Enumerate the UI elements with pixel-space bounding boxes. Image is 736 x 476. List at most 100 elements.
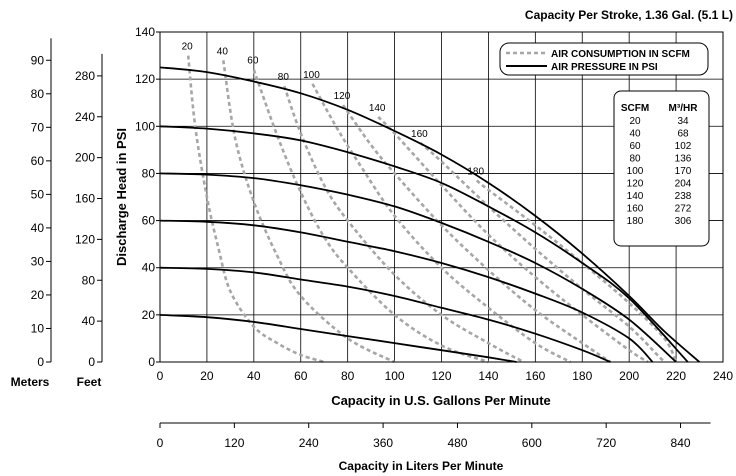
conversion-table-scfm-cell: 20	[629, 116, 641, 127]
secondary-x-tick-label: 840	[671, 436, 691, 450]
legend: AIR CONSUMPTION IN SCFM AIR PRESSURE IN …	[499, 42, 709, 76]
secondary-y-tick-label: 40	[31, 221, 45, 235]
air-consumption-label-140: 140	[369, 103, 386, 114]
air-consumption-curve-140	[377, 115, 649, 364]
conversion-table-scfm-cell: 120	[627, 179, 644, 190]
air-consumption-curve-120	[341, 104, 612, 364]
conversion-table-scfm-cell: 100	[627, 166, 644, 177]
conversion-table-header-scfm: SCFM	[621, 103, 649, 114]
secondary-y-tick-label: 40	[82, 314, 96, 328]
air-pressure-curve-40	[159, 266, 611, 363]
secondary-y-tick-label: 0	[88, 355, 95, 369]
secondary-x-tick-label: 720	[596, 436, 616, 450]
secondary-y-tick-label: 10	[31, 321, 45, 335]
air-consumption-curve-100	[311, 83, 572, 364]
air-consumption-label-120: 120	[334, 91, 351, 102]
air-consumption-label-160: 160	[411, 129, 428, 140]
conversion-table-scfm-cell: 140	[627, 191, 644, 202]
conversion-table-scfm-cell: 40	[629, 129, 641, 140]
secondary-y-tick-label: 120	[75, 232, 95, 246]
x-tick-label: 180	[572, 369, 592, 383]
secondary-y-tick-label: 240	[75, 110, 95, 124]
conversion-table-rows: 20 34 40 68 60 102 80 136 100 170 120 204 140 238 160 2…	[627, 116, 692, 227]
conversion-table-m3hr-cell: 306	[675, 216, 692, 227]
x-tick-label: 60	[294, 369, 308, 383]
secondary-x-tick-label: 600	[522, 436, 542, 450]
secondary-y-tick-label: 80	[31, 87, 45, 101]
air-pressure-curve-100	[159, 125, 689, 363]
secondary-x-tick-label: 480	[447, 436, 467, 450]
conversion-table-box	[613, 90, 710, 247]
x-tick-label: 0	[157, 369, 164, 383]
air-consumption-label-40: 40	[217, 46, 229, 57]
secondary-y-tick-label: 70	[31, 120, 45, 134]
air-consumption-label-80: 80	[278, 72, 290, 83]
x-axis-label: Capacity in U.S. Gallons Per Minute	[331, 393, 551, 408]
x-tick-label: 160	[525, 369, 545, 383]
air-consumption-curve-160	[419, 141, 666, 363]
y-tick-label: 140	[135, 25, 155, 39]
air-consumption-curve-20	[186, 55, 325, 364]
secondary-y-axis-label: Feet	[77, 375, 102, 389]
curve-labels: 20 40 60 80 100 120 140 160 180	[182, 42, 485, 178]
y-tick-label: 60	[142, 214, 156, 228]
plot-frame	[159, 31, 724, 363]
legend-label-air-consumption: AIR CONSUMPTION IN SCFM	[551, 49, 690, 60]
conversion-table-scfm-cell: 80	[629, 154, 641, 165]
x-tick-label: 80	[341, 369, 355, 383]
secondary-x-tick-label: 0	[157, 436, 164, 450]
x-tick-label: 40	[247, 369, 261, 383]
x-tick-label: 140	[478, 369, 498, 383]
air-consumption-curves	[186, 55, 678, 364]
y-tick-label: 40	[142, 261, 156, 275]
y-tick-label: 20	[142, 308, 156, 322]
air-pressure-curve-60	[159, 219, 654, 363]
secondary-y-tick-label: 60	[31, 154, 45, 168]
secondary-y-tick-label: 160	[75, 192, 95, 206]
air-consumption-label-20: 20	[182, 42, 194, 53]
y-tick-label: 0	[148, 355, 155, 369]
legend-label-air-pressure: AIR PRESSURE IN PSI	[551, 62, 658, 73]
air-pressure-curve-20	[159, 314, 517, 363]
conversion-table-m3hr-cell: 34	[677, 116, 689, 127]
secondary-x-tick-label: 120	[224, 436, 244, 450]
secondary-y-tick-label: 200	[75, 151, 95, 165]
x-tick-label: 240	[713, 369, 733, 383]
secondary-y-tick-label: 80	[82, 273, 96, 287]
secondary-x-axis-label: Capacity in Liters Per Minute	[339, 459, 504, 473]
x-tick-label: 120	[431, 369, 451, 383]
secondary-y-tick-label: 280	[75, 69, 95, 83]
air-consumption-label-180: 180	[467, 167, 484, 178]
conversion-table-scfm-cell: 180	[627, 216, 644, 227]
x-tick-label: 100	[385, 369, 405, 383]
secondary-y-tick-label: 30	[31, 254, 45, 268]
air-consumption-label-100: 100	[303, 70, 320, 81]
conversion-table-m3hr-cell: 68	[677, 129, 689, 140]
y-tick-label: 100	[135, 119, 155, 133]
conversion-table-m3hr-cell: 170	[675, 166, 692, 177]
air-pressure-curves	[159, 66, 701, 363]
y-axis-label: Discharge Head in PSI	[114, 128, 129, 266]
air-pressure-curve-80	[159, 172, 677, 363]
conversion-table-m3hr-cell: 238	[675, 191, 692, 202]
secondary-y-tick-label: 50	[31, 187, 45, 201]
conversion-table-m3hr-cell: 204	[675, 179, 692, 190]
x-tick-label: 220	[666, 369, 686, 383]
air-pressure-curve-125	[159, 66, 701, 363]
x-tick-label: 20	[200, 369, 214, 383]
x-tick-label: 200	[619, 369, 639, 383]
conversion-table-m3hr-cell: 102	[675, 141, 692, 152]
conversion-table-m3hr-cell: 272	[675, 204, 692, 215]
secondary-y-tick-label: 90	[31, 53, 45, 67]
air-consumption-curve-40	[222, 60, 396, 364]
conversion-table-scfm-cell: 60	[629, 141, 641, 152]
conversion-table-scfm-cell: 160	[627, 204, 644, 215]
y-tick-label: 120	[135, 72, 155, 86]
y-tick-label: 80	[142, 166, 156, 180]
air-consumption-label-60: 60	[247, 56, 259, 67]
secondary-x-tick-label: 360	[373, 436, 393, 450]
air-consumption-curve-80	[283, 85, 525, 364]
chart-title: Capacity Per Stroke, 1.36 Gal. (5.1 L)	[525, 8, 733, 22]
